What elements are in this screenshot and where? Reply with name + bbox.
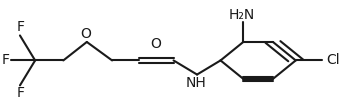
Text: F: F bbox=[17, 86, 25, 100]
Text: F: F bbox=[1, 53, 9, 67]
Text: H₂N: H₂N bbox=[229, 8, 256, 22]
Text: F: F bbox=[17, 20, 25, 34]
Text: O: O bbox=[150, 37, 161, 51]
Text: Cl: Cl bbox=[327, 53, 340, 67]
Text: O: O bbox=[81, 27, 91, 41]
Text: NH: NH bbox=[186, 76, 207, 90]
